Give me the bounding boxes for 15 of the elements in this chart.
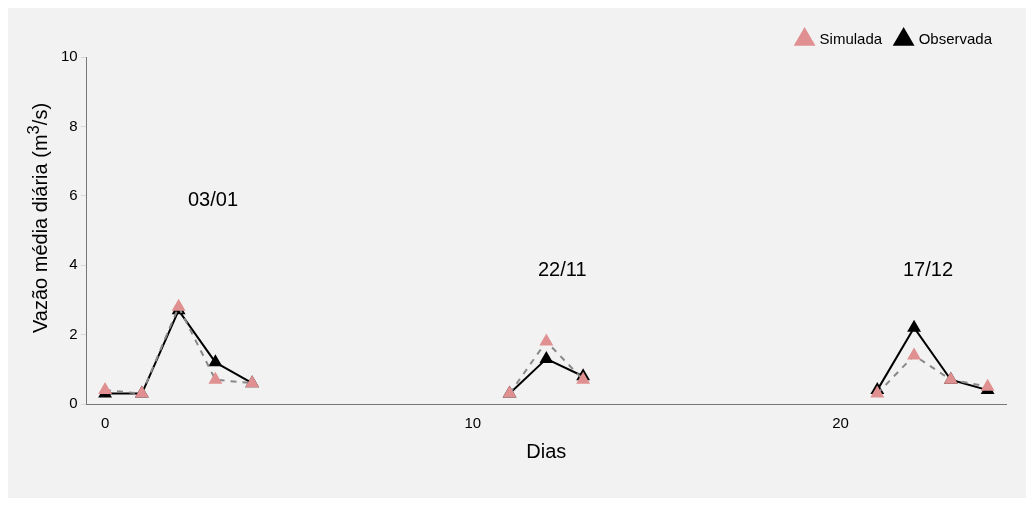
y-tick-label: 6	[69, 185, 78, 203]
y-tick-label: 0	[69, 394, 78, 412]
y-tick-label: 2	[69, 324, 78, 342]
annotation: 17/12	[903, 258, 954, 281]
legend-label: Simulada	[819, 29, 883, 47]
x-tick-label: 10	[464, 414, 482, 432]
y-tick-label: 4	[69, 255, 78, 273]
x-tick-label: 20	[832, 414, 849, 432]
legend-label: Observada	[918, 29, 993, 47]
y-tick-label: 8	[69, 116, 78, 134]
annotation: 22/11	[538, 258, 587, 281]
y-tick-label: 10	[61, 47, 78, 65]
x-axis-title: Dias	[526, 439, 567, 462]
x-tick-label: 0	[100, 414, 110, 432]
annotation: 03/01	[188, 188, 239, 211]
